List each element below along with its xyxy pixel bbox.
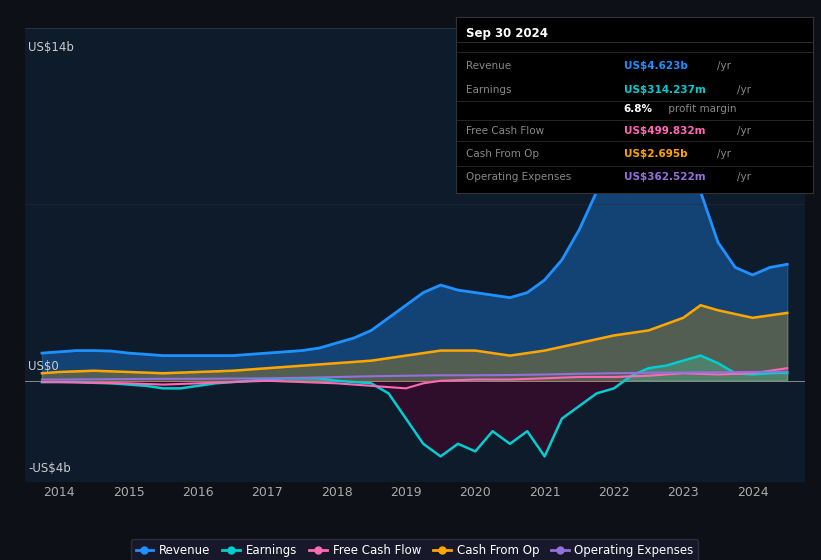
Text: Operating Expenses: Operating Expenses <box>466 172 571 183</box>
Text: US$314.237m: US$314.237m <box>623 85 705 95</box>
Text: US$0: US$0 <box>28 360 59 374</box>
Text: US$362.522m: US$362.522m <box>623 172 705 183</box>
Text: /yr: /yr <box>717 150 731 160</box>
Text: Cash From Op: Cash From Op <box>466 150 539 160</box>
Text: Revenue: Revenue <box>466 61 511 71</box>
Text: /yr: /yr <box>737 85 751 95</box>
Text: US$2.695b: US$2.695b <box>623 150 687 160</box>
Text: /yr: /yr <box>717 61 731 71</box>
Text: /yr: /yr <box>737 125 751 136</box>
Text: -US$4b: -US$4b <box>28 463 71 475</box>
Text: 6.8%: 6.8% <box>623 104 653 114</box>
Text: profit margin: profit margin <box>665 104 736 114</box>
Text: /yr: /yr <box>737 172 751 183</box>
Text: Sep 30 2024: Sep 30 2024 <box>466 27 548 40</box>
Legend: Revenue, Earnings, Free Cash Flow, Cash From Op, Operating Expenses: Revenue, Earnings, Free Cash Flow, Cash … <box>131 539 699 560</box>
Text: Earnings: Earnings <box>466 85 511 95</box>
Text: US$14b: US$14b <box>28 41 74 54</box>
Text: Free Cash Flow: Free Cash Flow <box>466 125 544 136</box>
Text: US$499.832m: US$499.832m <box>623 125 705 136</box>
Text: US$4.623b: US$4.623b <box>623 61 687 71</box>
